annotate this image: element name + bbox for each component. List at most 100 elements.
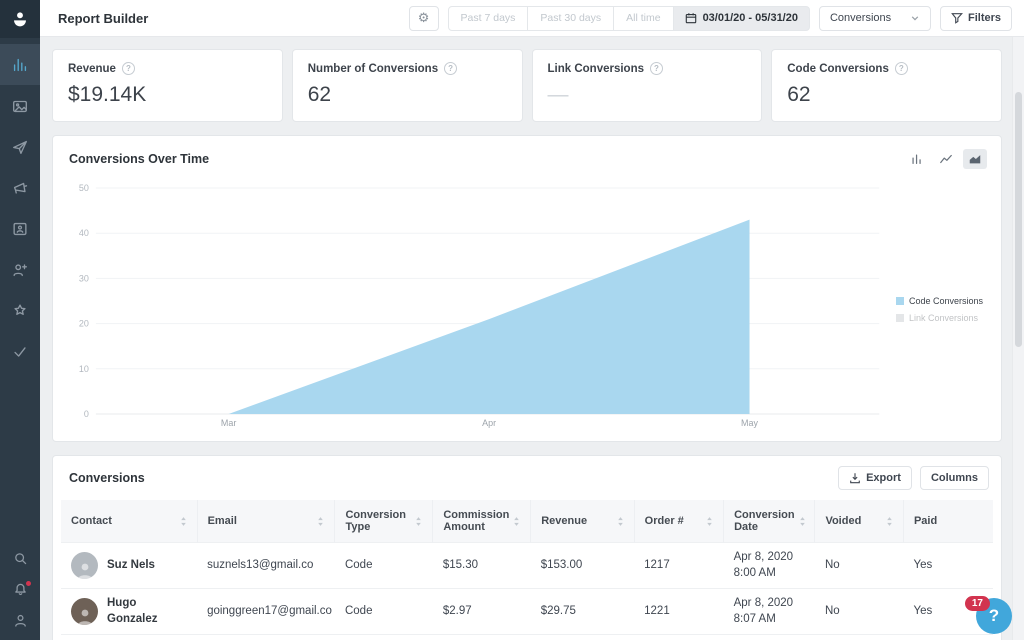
legend-item[interactable]: Code Conversions [895, 296, 983, 306]
conversion-type-cell: Code [334, 634, 433, 640]
conversions-table: Contact Email [61, 500, 993, 640]
stat-label: Revenue [68, 62, 116, 75]
sidebar-item-contacts[interactable] [0, 208, 40, 249]
date-range-label: 03/01/20 - 05/31/20 [702, 12, 798, 24]
date-preset-button[interactable]: Past 7 days [447, 5, 529, 31]
info-icon[interactable]: ? [894, 62, 908, 75]
table-title: Conversions [69, 471, 145, 485]
sidebar-item-search[interactable] [0, 543, 40, 574]
legend-swatch [895, 297, 904, 305]
stat-card: Link Conversions ? — [531, 49, 763, 122]
app-logo[interactable] [0, 0, 40, 38]
avatar [71, 552, 98, 580]
export-button[interactable]: Export [838, 466, 912, 490]
paper-plane-icon [13, 140, 27, 154]
table-actions: Export Columns [838, 466, 989, 490]
sidebar-bottom [0, 543, 40, 640]
table-row[interactable]: Katie Botwin katie.botwin@gmail.co Code … [61, 634, 993, 640]
conversions-area-chart: 0 10 20 30 40 50 Mar Apr May [79, 183, 880, 428]
sidebar-item-announcements[interactable] [0, 167, 40, 208]
column-header[interactable]: Revenue [530, 500, 635, 543]
columns-button[interactable]: Columns [919, 466, 989, 490]
calendar-icon [685, 13, 696, 24]
revenue-cell: $153.00 [530, 541, 635, 589]
conversion-type-cell: Code [334, 541, 433, 589]
email-cell: goinggreen17@gmail.co [197, 588, 335, 635]
sidebar-item-creatives[interactable] [0, 85, 40, 126]
voided-cell: No [814, 588, 904, 635]
revenue-cell: $102.00 [530, 634, 635, 640]
conversions-table-card: Conversions Export Columns [52, 455, 1002, 640]
revenue-cell: $29.75 [530, 588, 635, 635]
help-button[interactable]: ? [976, 598, 1012, 634]
column-header[interactable]: Conversion Date [723, 500, 816, 543]
column-header[interactable]: Commission Amount [432, 500, 532, 543]
date-preset-button[interactable]: Past 30 days [527, 5, 615, 31]
table-row[interactable]: Hugo Gonzalez goinggreen17@gmail.co Code… [61, 588, 993, 635]
notification-dot [25, 580, 32, 587]
column-header[interactable]: Contact [61, 500, 198, 543]
report-type-value: Conversions [829, 12, 892, 24]
sort-icon [886, 516, 893, 527]
table-row[interactable]: Suz Nels suznels13@gmail.co Code $15.30 … [61, 541, 993, 589]
column-header: Paid [903, 500, 993, 543]
stats-row: Revenue ? $19.14K Number of Conversions … [52, 49, 1002, 122]
column-header[interactable]: Conversion Type [334, 500, 434, 543]
contact-card-icon [13, 222, 27, 235]
svg-text:0: 0 [84, 409, 89, 419]
scrollbar-thumb[interactable] [1015, 92, 1022, 347]
svg-text:50: 50 [79, 183, 89, 193]
date-segment-group: Past 7 days Past 30 days All time 03/01/20… [447, 5, 810, 31]
user-icon [14, 614, 26, 627]
filters-button[interactable]: Filters [939, 5, 1012, 31]
stat-value: — [547, 83, 569, 106]
legend-item[interactable]: Link Conversions [895, 313, 983, 323]
conversion-type-cell: Code [334, 588, 433, 635]
info-icon[interactable]: ? [650, 62, 663, 75]
sidebar-item-analytics[interactable] [0, 44, 40, 85]
line-chart-icon[interactable] [934, 149, 958, 169]
sidebar-item-notifications[interactable] [0, 574, 40, 605]
sort-icon [799, 516, 806, 527]
filters-label: Filters [967, 12, 1001, 24]
sidebar-item-rewards[interactable] [0, 290, 40, 331]
bar-chart-icon[interactable] [905, 149, 929, 169]
sidebar-item-approvals[interactable] [0, 331, 40, 372]
stat-label: Code Conversions [787, 62, 889, 75]
sidebar-nav [0, 44, 40, 372]
report-type-select[interactable]: Conversions [818, 5, 931, 31]
sidebar-item-account[interactable] [0, 605, 40, 636]
svg-text:Apr: Apr [482, 418, 496, 428]
star-badge-icon [14, 303, 26, 315]
column-header[interactable]: Voided [814, 500, 904, 543]
svg-text:30: 30 [79, 273, 89, 283]
date-range-button[interactable]: 03/01/20 - 05/31/20 [672, 5, 810, 31]
column-header[interactable]: Email [197, 500, 336, 543]
conversions-table-body: Suz Nels suznels13@gmail.co Code $15.30 … [61, 541, 993, 640]
chart-legend: Code Conversions Link Conversions [895, 296, 983, 330]
commission-cell: $10.19 [432, 634, 531, 640]
order-cell: 1225 [634, 634, 724, 640]
stat-value: 62 [307, 83, 332, 106]
area-chart-icon[interactable] [963, 149, 987, 169]
sort-icon [180, 516, 187, 527]
stat-label: Link Conversions [547, 62, 645, 75]
sidebar-item-campaigns[interactable] [0, 126, 40, 167]
scrollbar-track[interactable] [1012, 37, 1024, 640]
page-title: Report Builder [58, 10, 149, 26]
commission-cell: $15.30 [432, 541, 531, 589]
settings-button[interactable]: ⚙ [408, 5, 439, 31]
voided-cell: No [814, 634, 904, 640]
info-icon[interactable]: ? [444, 62, 458, 75]
info-icon[interactable]: ? [121, 62, 135, 75]
stat-card: Code Conversions ? 62 [771, 49, 1002, 122]
date-preset-button[interactable]: All time [613, 5, 674, 31]
sidebar-item-add-affiliate[interactable] [0, 249, 40, 290]
column-header[interactable]: Order # [634, 500, 725, 543]
megaphone-icon [13, 182, 28, 194]
sort-icon [513, 516, 520, 527]
preset-group: Past 7 days Past 30 days All time [447, 5, 674, 31]
person-silhouette-icon [77, 563, 92, 580]
person-silhouette-icon [77, 609, 92, 626]
avatar [71, 598, 98, 626]
